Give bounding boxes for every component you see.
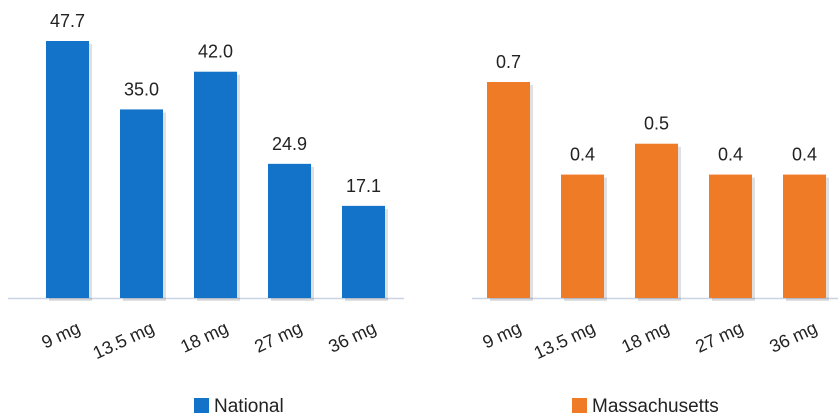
legend-label: Massachusetts (592, 396, 719, 417)
data-label: 35.0 (124, 79, 159, 99)
x-tick-label: 27 mg (692, 317, 746, 356)
bar-national (120, 109, 163, 299)
data-label: 0.4 (718, 145, 743, 165)
x-tick-label: 36 mg (766, 317, 820, 356)
bar-massachusetts (487, 82, 530, 298)
data-label: 47.7 (50, 11, 85, 31)
legend-label: National (214, 396, 284, 417)
x-tick-label: 18 mg (618, 317, 672, 356)
x-tick-label: 9 mg (38, 317, 83, 352)
bar-national (342, 205, 385, 298)
data-label: 0.7 (496, 52, 521, 72)
data-label: 42.0 (198, 42, 233, 62)
data-label: 0.4 (792, 145, 817, 165)
chart-panel-1: 47.7 9 mg 35.0 13.5 mg 42.0 18 mg 24.9 27 mg 17.… (8, 11, 404, 417)
bar-national (268, 163, 311, 298)
legend-swatch (572, 398, 587, 413)
bar-national (46, 41, 89, 298)
chart-panel-2: 0.7 9 mg 0.4 13.5 mg 0.5 18 mg 0.4 27 mg 0.4 36 m… (472, 52, 838, 417)
bar-massachusetts (561, 174, 604, 298)
x-tick-label: 13.5 mg (531, 317, 598, 363)
x-tick-label: 36 mg (325, 317, 379, 356)
x-tick-label: 13.5 mg (90, 317, 157, 363)
legend-swatch (194, 398, 209, 413)
x-tick-label: 9 mg (479, 317, 524, 352)
data-label: 17.1 (346, 176, 381, 196)
bar-massachusetts (635, 143, 678, 298)
bar-massachusetts (709, 174, 752, 298)
x-tick-label: 18 mg (177, 317, 231, 356)
data-label: 24.9 (272, 134, 307, 154)
bar-massachusetts (783, 174, 826, 298)
data-label: 0.5 (644, 114, 669, 134)
bar-national (194, 71, 237, 298)
x-tick-label: 27 mg (251, 317, 305, 356)
data-label: 0.4 (570, 145, 595, 165)
